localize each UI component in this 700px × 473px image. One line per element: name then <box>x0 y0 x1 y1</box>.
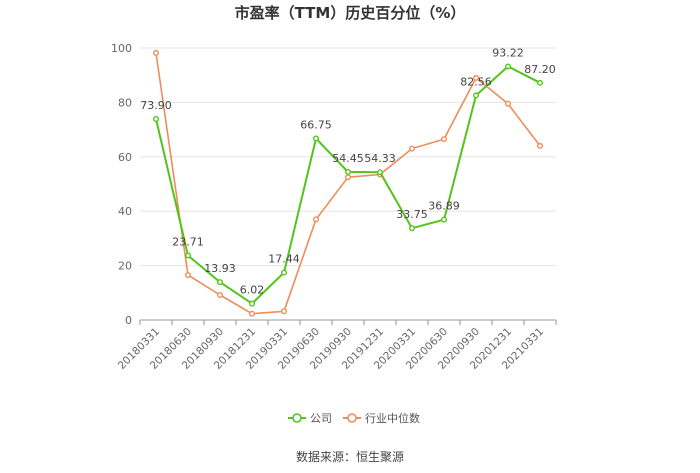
data-point[interactable] <box>184 272 191 279</box>
data-point[interactable] <box>441 136 448 143</box>
data-point[interactable] <box>281 308 288 315</box>
y-tick-label: 0 <box>125 314 132 327</box>
data-point[interactable] <box>345 174 352 181</box>
y-tick-label: 40 <box>118 205 132 218</box>
legend-label: 公司 <box>310 412 332 425</box>
legend-swatch-marker <box>347 413 357 423</box>
data-label: 93.22 <box>492 46 524 59</box>
legend-item-1[interactable]: 行业中位数 <box>343 411 420 425</box>
chart-title: 市盈率（TTM）历史百分位（%） <box>235 4 466 22</box>
data-label: 33.75 <box>396 208 428 221</box>
data-source: 数据来源：恒生聚源 <box>296 449 404 464</box>
data-point[interactable] <box>409 145 416 152</box>
data-point[interactable] <box>505 100 512 107</box>
data-point[interactable] <box>216 279 223 286</box>
data-point[interactable] <box>184 252 191 259</box>
y-tick-label: 80 <box>118 96 132 109</box>
data-label: 87.20 <box>524 63 556 76</box>
data-point[interactable] <box>441 216 448 223</box>
legend[interactable]: 公司 行业中位数 <box>288 411 420 425</box>
data-point[interactable] <box>537 142 544 149</box>
data-label: 54.45 <box>332 152 364 165</box>
y-tick-label: 60 <box>118 151 132 164</box>
data-point[interactable] <box>248 300 255 307</box>
x-axis: 2018033120180630201809302018123120190331… <box>116 319 557 372</box>
data-point[interactable] <box>345 168 352 175</box>
data-label: 66.75 <box>300 118 332 131</box>
legend-item-0[interactable]: 公司 <box>288 412 332 425</box>
data-label: 17.44 <box>268 253 300 266</box>
data-point[interactable] <box>313 216 320 223</box>
y-axis-ticks: 0 20 40 60 80 100 <box>111 42 132 327</box>
data-label: 13.93 <box>204 262 236 275</box>
series-group <box>152 49 544 317</box>
data-point[interactable] <box>409 225 416 232</box>
data-point[interactable] <box>505 63 512 70</box>
data-point[interactable] <box>152 115 159 122</box>
data-label: 82.56 <box>460 75 492 88</box>
legend-label: 行业中位数 <box>365 411 420 425</box>
data-point[interactable] <box>152 49 159 56</box>
data-label: 23.71 <box>172 236 204 249</box>
grid-lines <box>140 47 556 267</box>
data-label: 54.33 <box>364 152 396 165</box>
data-point[interactable] <box>313 135 320 142</box>
data-point[interactable] <box>473 74 480 81</box>
data-label: 73.90 <box>140 99 172 112</box>
y-tick-label: 20 <box>118 260 132 273</box>
data-point[interactable] <box>473 92 480 99</box>
data-label: 36.89 <box>428 200 460 213</box>
legend-swatch-marker <box>292 413 302 423</box>
data-point[interactable] <box>377 169 384 176</box>
data-point[interactable] <box>248 310 255 317</box>
data-point[interactable] <box>537 79 544 86</box>
y-tick-label: 100 <box>111 42 132 55</box>
data-point[interactable] <box>281 269 288 276</box>
data-label: 6.02 <box>240 284 265 297</box>
data-point[interactable] <box>216 291 223 298</box>
